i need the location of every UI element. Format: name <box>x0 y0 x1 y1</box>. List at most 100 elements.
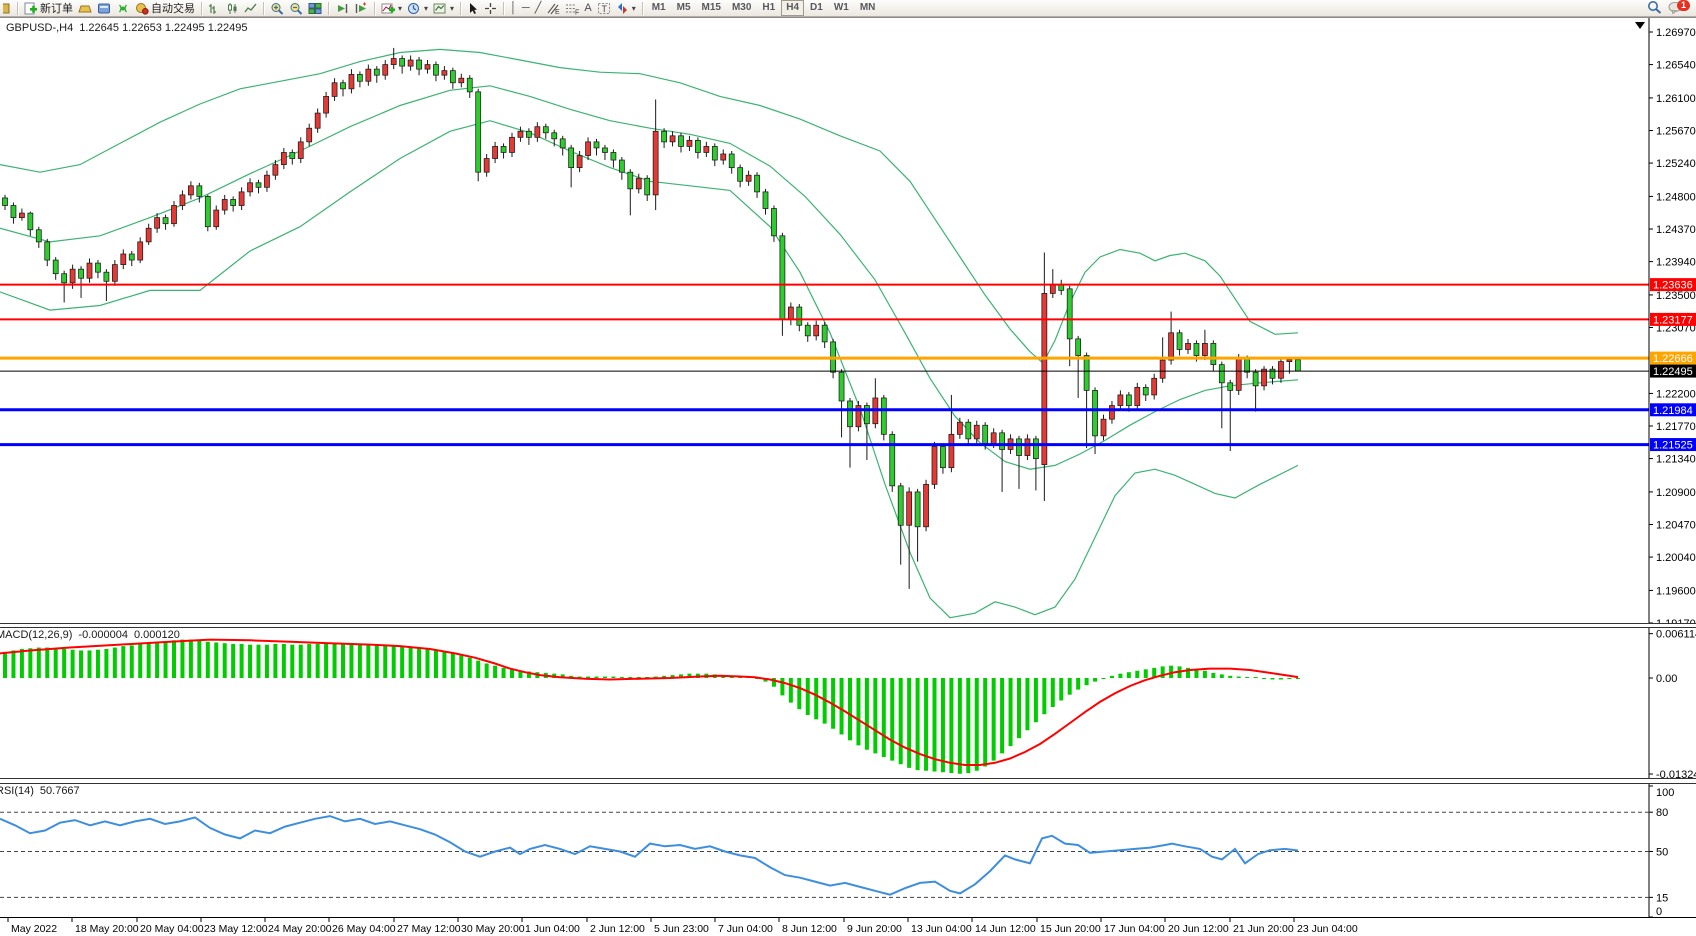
candle-body <box>306 127 313 143</box>
search-button[interactable] <box>1647 0 1662 17</box>
autotrading-button[interactable]: 自动交易 <box>133 1 197 16</box>
candle-body <box>162 217 169 225</box>
candle-body <box>1016 438 1022 456</box>
time-axis-label: 5 Jun 23:00 <box>654 923 709 935</box>
candle-body <box>357 74 363 82</box>
notifications-button[interactable]: 1 <box>1668 0 1690 15</box>
candle-body <box>1117 394 1124 406</box>
candle-body <box>323 96 329 114</box>
price-tag-label: 1.21984 <box>1653 405 1693 417</box>
timeframe-m15-button[interactable]: M15 <box>701 2 721 13</box>
cursor-tool-button[interactable] <box>465 1 481 16</box>
dropdown-caret-icon: ▾ <box>424 3 429 13</box>
candle-body <box>982 424 989 444</box>
notification-badge: 1 <box>1676 0 1690 11</box>
trendline-tool-button[interactable]: ╱ <box>534 1 542 14</box>
text-tool-button[interactable]: A <box>584 1 592 14</box>
panel-splitter[interactable] <box>0 623 1696 628</box>
macd-signal-value: 0.000120 <box>133 629 180 641</box>
candle-body <box>931 446 938 485</box>
crosshair-icon <box>485 2 497 14</box>
data-window-button[interactable] <box>95 1 113 16</box>
candle-body <box>804 324 811 337</box>
price-axis-label: 1.26100 <box>1656 93 1696 105</box>
candle-body <box>340 82 346 90</box>
zoom-in-button[interactable] <box>268 1 286 16</box>
candle-body <box>1244 358 1251 373</box>
vertical-line-tool-button[interactable]: │ <box>510 1 517 14</box>
candle-body <box>593 141 600 149</box>
candle-body <box>973 424 980 440</box>
scroll-to-end-marker[interactable] <box>1635 22 1645 29</box>
candle-body <box>69 268 76 284</box>
arrows-tool-button[interactable]: ▾ <box>614 1 638 16</box>
candle-body <box>44 241 51 261</box>
candle-body <box>221 199 228 211</box>
equidistant-channel-icon: E <box>547 3 560 15</box>
candle-body <box>27 212 34 231</box>
zoom-out-button[interactable] <box>287 1 305 16</box>
candle-body <box>458 77 465 84</box>
equidistant-channel-tool-button[interactable]: E <box>544 1 562 16</box>
candle-body <box>1075 338 1082 356</box>
chart-shift-button[interactable] <box>352 1 370 16</box>
candle-body <box>1134 386 1141 406</box>
auto-scroll-button[interactable] <box>333 1 351 16</box>
rsi-name: RSI(14) <box>0 785 34 797</box>
auto-scroll-icon <box>338 3 348 13</box>
price-axis-label: 1.21340 <box>1656 454 1696 466</box>
timeframe-mn-button[interactable]: MN <box>859 2 876 13</box>
market-watch-button[interactable] <box>76 1 94 16</box>
symbol-timeframe-label: GBPUSD-,H4 <box>6 22 74 34</box>
crosshair-tool-button[interactable] <box>482 1 499 16</box>
candle-body <box>610 152 617 161</box>
dropdown-caret-icon: ▾ <box>450 3 455 13</box>
timeframe-m30-button[interactable]: M30 <box>731 2 752 13</box>
horizontal-line-tool-button[interactable]: ─ <box>521 1 530 14</box>
candle-body <box>280 152 287 165</box>
timeframe-d1-button[interactable]: D1 <box>810 2 823 13</box>
candle-body <box>433 64 439 76</box>
candle-body <box>813 324 820 337</box>
candle-body <box>255 182 262 188</box>
timeframe-h1-button[interactable]: H1 <box>762 2 776 13</box>
new-order-button[interactable]: 新订单 <box>22 1 75 16</box>
time-axis-label: 8 Jun 12:00 <box>782 923 837 935</box>
candle-body <box>120 253 127 265</box>
candle-body <box>1193 343 1200 356</box>
candle-body <box>779 235 786 320</box>
price-tag-label: 1.23636 <box>1653 280 1693 292</box>
fibonacci-tool-button[interactable]: F <box>563 1 581 16</box>
candle-body <box>1210 343 1217 366</box>
timeframe-m5-button[interactable]: M5 <box>676 2 691 13</box>
macd-name: MACD(12,26,9) <box>0 629 73 641</box>
time-axis-label: 17 Jun 04:00 <box>1104 923 1165 935</box>
line-chart-button[interactable] <box>242 1 259 16</box>
periods-button[interactable]: ▾ <box>405 1 430 16</box>
time-axis-label: 27 May 12:00 <box>397 923 461 935</box>
new-order-label: 新订单 <box>40 3 73 15</box>
indicators-button[interactable]: ▾ <box>379 1 404 16</box>
signals-button[interactable] <box>114 1 132 16</box>
candle-body <box>1100 418 1107 437</box>
toolbar-separator <box>374 1 375 15</box>
candle-body <box>331 82 338 97</box>
candle-body <box>171 205 177 225</box>
text-label-tool-button[interactable]: T <box>595 1 613 16</box>
bar-chart-button[interactable] <box>206 1 223 16</box>
templates-button[interactable]: ▾ <box>431 1 456 16</box>
candlestick-chart-button[interactable] <box>224 1 241 16</box>
timeframe-m1-button[interactable]: M1 <box>651 2 666 13</box>
timeframe-h4-button[interactable]: H4 <box>781 0 805 16</box>
panel-splitter[interactable] <box>0 778 1696 784</box>
chart-window[interactable]: 1.26970 1.26540 1.26100 1.25670 1.25240 1.248… <box>0 17 1696 936</box>
candle-body <box>999 432 1005 450</box>
tile-windows-button[interactable] <box>306 1 324 16</box>
timeframe-w1-button[interactable]: W1 <box>833 2 849 13</box>
price-chart-canvas[interactable]: 1.26970 1.26540 1.26100 1.25670 1.25240 1.248… <box>0 18 1696 936</box>
time-axis-label: 26 May 04:00 <box>332 923 396 935</box>
time-axis-label: 20 May 04:00 <box>140 923 204 935</box>
candle-body <box>771 208 777 237</box>
chart-title: GBPUSD-,H4 1.22645 1.22653 1.22495 1.2249… <box>6 22 247 34</box>
candle-body <box>1041 293 1048 466</box>
